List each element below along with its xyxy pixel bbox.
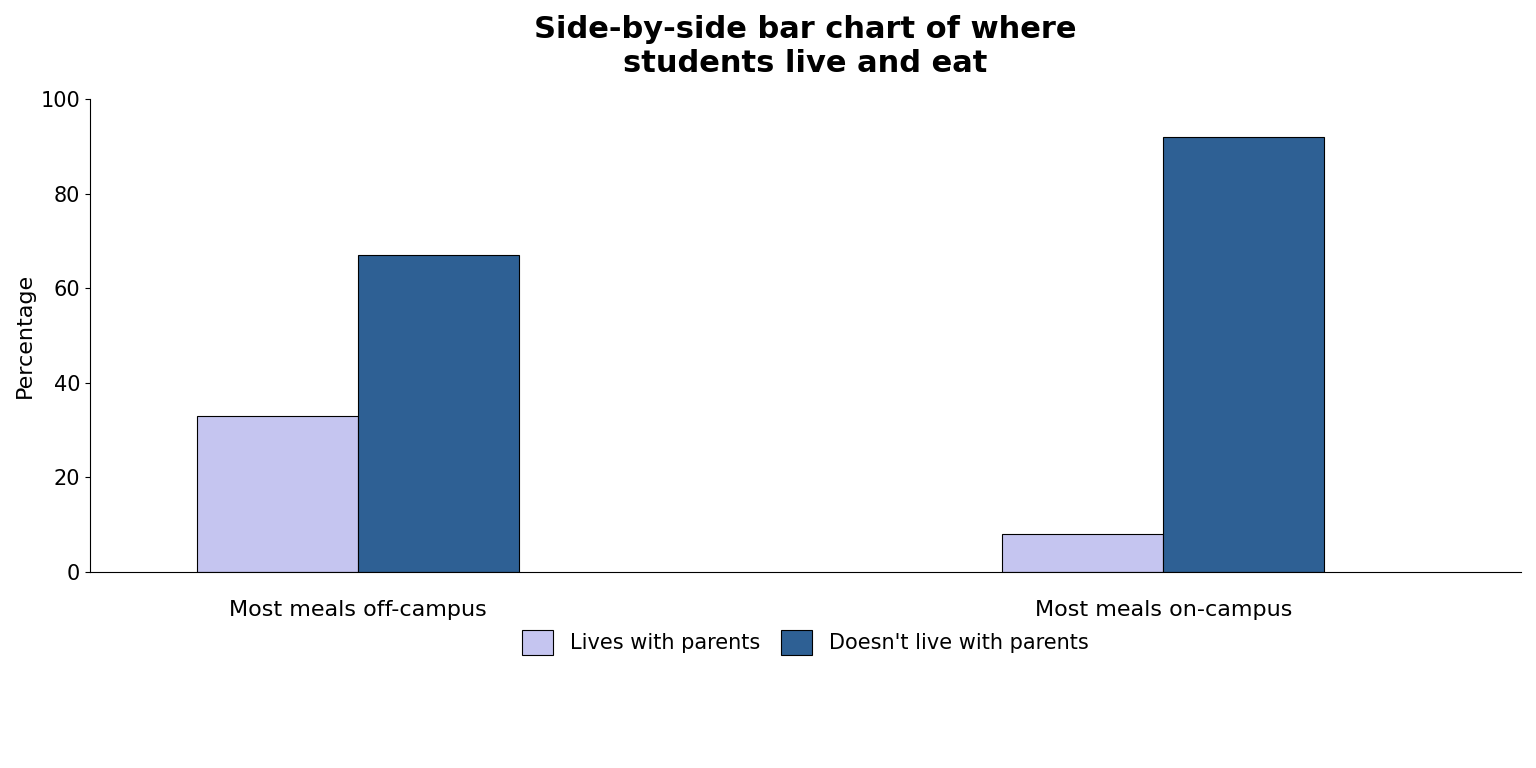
Y-axis label: Percentage: Percentage (15, 273, 35, 398)
Bar (358, 255, 519, 572)
Title: Side-by-side bar chart of where
students live and eat: Side-by-side bar chart of where students… (535, 15, 1077, 78)
Bar (1163, 137, 1324, 572)
Legend: Lives with parents, Doesn't live with parents: Lives with parents, Doesn't live with pa… (511, 619, 1100, 665)
Bar (197, 416, 358, 572)
Bar (1003, 534, 1163, 572)
